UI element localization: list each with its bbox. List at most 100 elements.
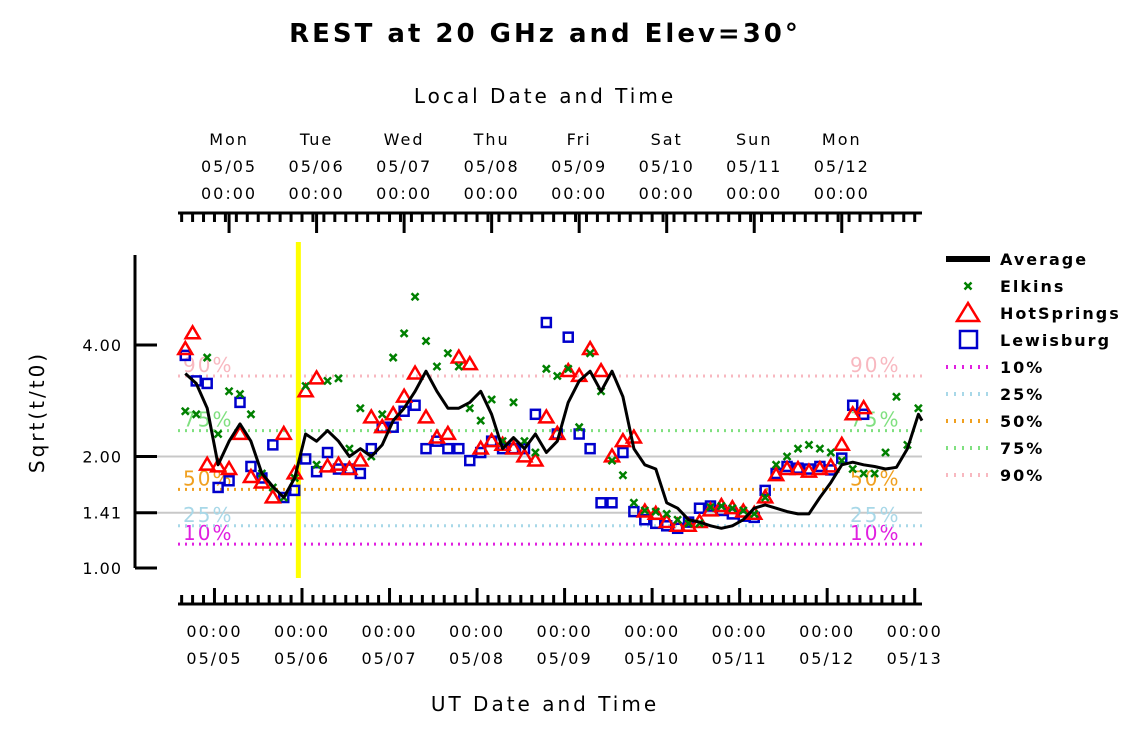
bottom-tick-time: 00:00: [361, 622, 417, 641]
hotsprings-point: [307, 368, 326, 385]
x-stroke: [585, 348, 595, 358]
x-stroke: [717, 501, 726, 511]
elkins-point: [640, 506, 650, 515]
elkins-point: [585, 348, 595, 358]
x-stroke: [738, 506, 748, 515]
lewisburg-point: [540, 316, 553, 329]
hotsprings-point: [394, 387, 414, 403]
bottom-tick-time: 00:00: [274, 622, 330, 641]
x-stroke: [826, 448, 836, 457]
hotsprings-point: [471, 439, 490, 455]
hotsprings-point: [176, 339, 195, 356]
hotsprings-point: [318, 456, 337, 473]
x-stroke: [662, 509, 672, 519]
elkins-point: [804, 440, 814, 450]
hotsprings-point: [755, 488, 775, 504]
hotsprings-point: [854, 398, 873, 415]
axes: Mon 05/05 00:00 Tue 05/06 00:00 Wed 05/07 00:00 T…: [82, 130, 940, 668]
lewisburg-point: [212, 481, 224, 494]
top-tick-day: Mon: [822, 130, 862, 149]
x-stroke: [355, 403, 365, 413]
x-stroke: [793, 444, 803, 454]
x-stroke: [913, 403, 923, 413]
elkins-point: [476, 416, 486, 425]
y-tick-label: 1.00: [82, 559, 122, 578]
legend-label: 25%: [1000, 385, 1044, 404]
bottom-tick-time: 00:00: [186, 622, 242, 641]
hotsprings-point: [219, 459, 239, 476]
hotsprings-point: [799, 462, 819, 478]
lewisburg-point: [420, 442, 432, 455]
hotsprings-point: [405, 364, 425, 380]
lewisburg-point: [628, 505, 640, 518]
x-stroke: [399, 328, 409, 338]
top-tick-day: Fri: [567, 130, 592, 149]
hotsprings-point: [449, 348, 469, 364]
elkins-point: [246, 409, 256, 419]
hotsprings-point: [183, 323, 202, 340]
lewisburg-point: [464, 454, 476, 467]
elkins-point: [432, 362, 442, 371]
elkins-point: [793, 444, 803, 454]
lewisburg-point: [201, 377, 213, 390]
percentile-label-right: 25%: [850, 503, 900, 527]
x-stroke: [673, 515, 683, 525]
elkins-point: [355, 403, 365, 413]
elkins-point: [465, 403, 475, 413]
x-stroke: [837, 456, 847, 465]
top-tick-time: 00:00: [639, 184, 695, 203]
percentile-label-left: 25%: [183, 503, 233, 527]
lewisburg-point: [573, 428, 585, 440]
hotsprings-point: [351, 451, 370, 467]
top-tick-day: Sat: [651, 130, 683, 149]
hotsprings-point: [646, 504, 665, 521]
top-axis-title: Local Date and Time: [414, 84, 676, 108]
elkins-point: [312, 460, 321, 470]
elkins-point: [235, 389, 245, 399]
lewisburg-point: [288, 484, 301, 497]
elkins-point: [848, 464, 858, 474]
x-stroke: [651, 507, 661, 516]
x-stroke: [815, 444, 825, 454]
lewisburg-point: [223, 475, 235, 487]
hotsprings-point: [712, 496, 731, 513]
elkins-point: [377, 409, 387, 419]
chart-title: REST at 20 GHz and Elev=30°: [289, 19, 801, 49]
bottom-tick-date: 05/12: [799, 649, 855, 668]
bottom-tick-time: 00:00: [449, 622, 505, 641]
hotsprings-point: [821, 456, 841, 473]
top-tick-date: 05/06: [289, 157, 345, 176]
elkins-point: [301, 381, 311, 391]
elkins-point: [334, 374, 343, 383]
top-tick-date: 05/10: [639, 157, 695, 176]
legend-label: 10%: [1000, 358, 1044, 377]
hotsprings-point: [679, 516, 698, 532]
x-stroke: [629, 498, 639, 508]
elkins-point: [388, 353, 398, 362]
lewisburg-point: [365, 442, 378, 455]
x-stroke: [312, 460, 321, 470]
x-stroke: [859, 469, 869, 478]
legend-label: Average: [1000, 250, 1088, 269]
hotsprings-point: [635, 502, 655, 518]
top-tick-time: 00:00: [376, 184, 432, 203]
lewisburg-point: [825, 464, 837, 476]
x-stroke: [301, 381, 311, 391]
x-stroke: [804, 440, 814, 450]
lewisburg-point: [431, 435, 443, 447]
x-stroke: [607, 456, 617, 465]
x-stroke: [432, 362, 442, 371]
x-stroke: [618, 470, 628, 480]
elkins-point: [651, 507, 661, 516]
x-stroke: [541, 364, 551, 374]
lewisburg-point: [617, 446, 629, 459]
y-tick-label: 4.00: [82, 336, 122, 355]
legend-label: 50%: [1000, 412, 1044, 431]
hotsprings-point: [263, 488, 283, 504]
lewisburg-point: [693, 502, 706, 514]
legend-swatch-lewisburg: [958, 329, 979, 350]
hotsprings-point: [296, 381, 315, 398]
x-stroke: [848, 464, 858, 474]
top-tick-date: 05/07: [376, 157, 432, 176]
